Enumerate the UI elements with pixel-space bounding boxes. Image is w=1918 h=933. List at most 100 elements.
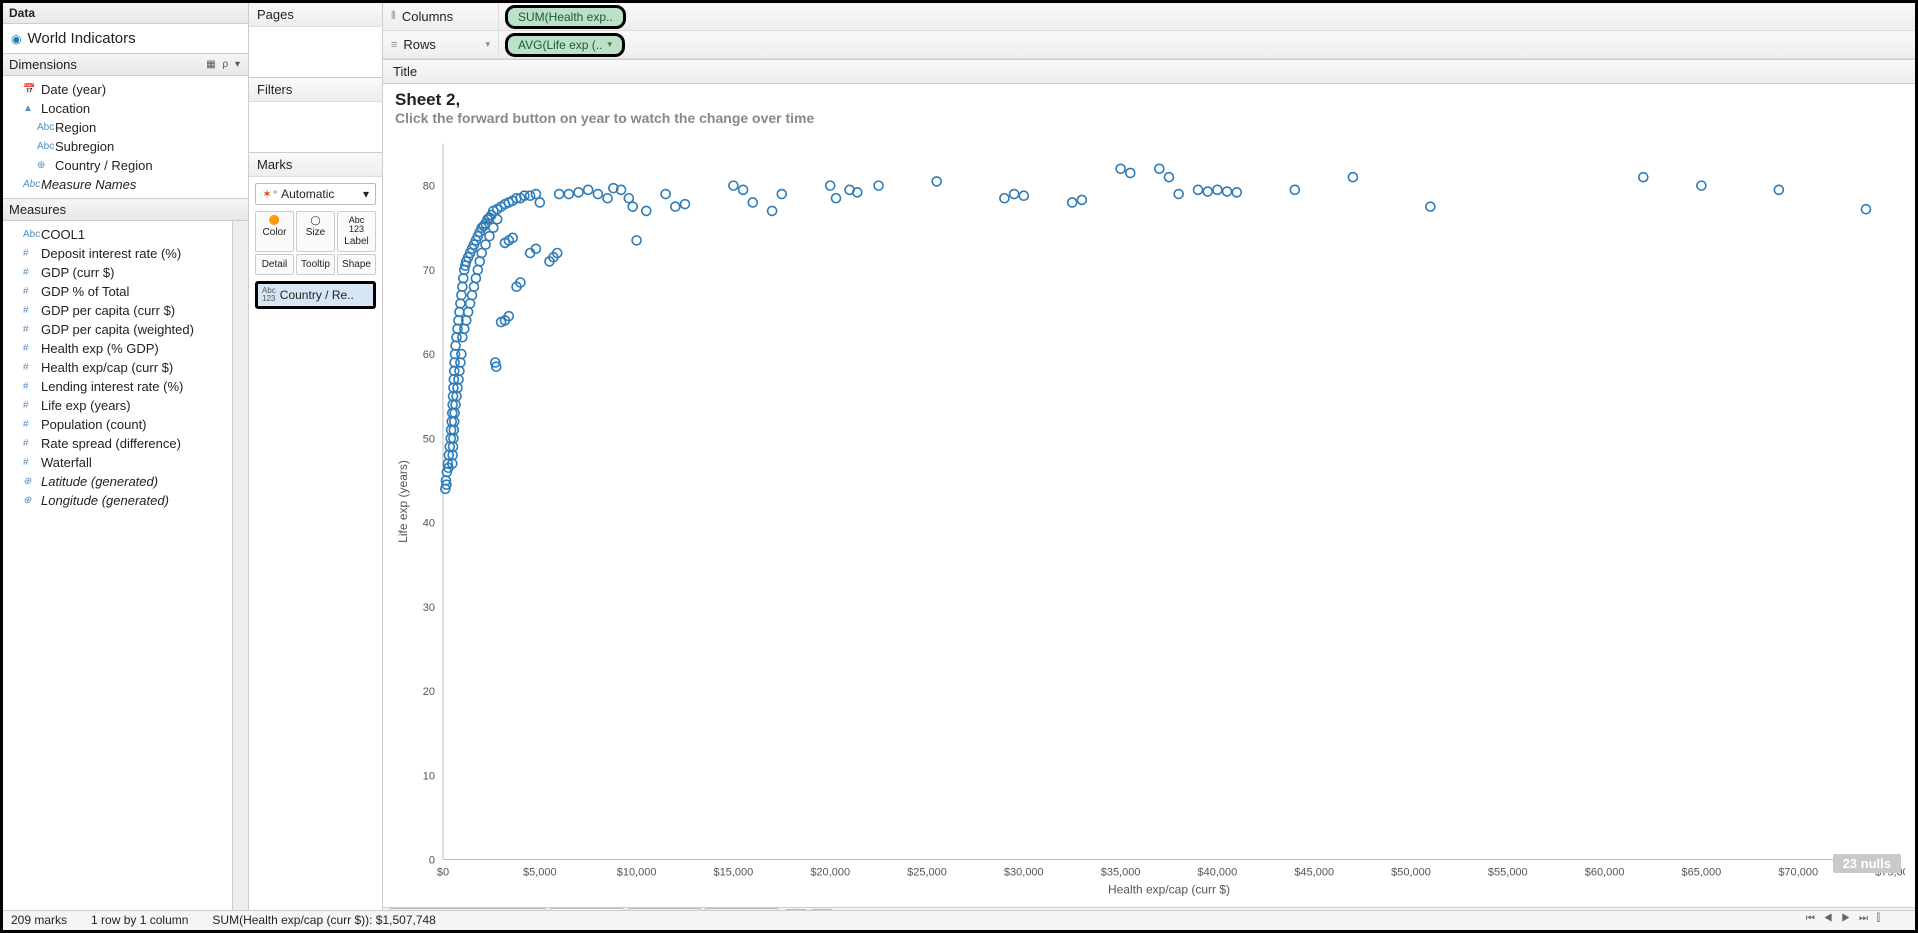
field-type-icon: # bbox=[23, 343, 41, 354]
field-type-icon: # bbox=[23, 362, 41, 373]
status-bar: 209 marks 1 row by 1 column SUM(Health e… bbox=[3, 910, 1915, 930]
field-label: COOL1 bbox=[41, 227, 85, 242]
rows-shelf-content[interactable]: AVG(Life exp (.. ▾ bbox=[499, 33, 1915, 57]
nulls-badge[interactable]: 23 nulls bbox=[1833, 854, 1901, 873]
field-label: Rate spread (difference) bbox=[41, 436, 181, 451]
datasource-row[interactable]: ◉ World Indicators bbox=[3, 24, 248, 53]
field-type-icon: ⊕ bbox=[23, 495, 41, 506]
marks-button-label: Detail bbox=[262, 259, 288, 270]
measures-header: Measures bbox=[3, 198, 248, 221]
field-label: Country / Region bbox=[55, 158, 153, 173]
measure-field[interactable]: #Population (count) bbox=[3, 415, 248, 434]
field-type-icon: # bbox=[23, 248, 41, 259]
field-label: Deposit interest rate (%) bbox=[41, 246, 181, 261]
view-column: ⦀ Columns SUM(Health exp.. ≡ Rows ▾ bbox=[383, 3, 1915, 930]
cards-column: Pages Filters Marks ✶⁺ Automatic ▾ 🟠Colo… bbox=[249, 3, 383, 930]
marks-size-button[interactable]: ◯Size bbox=[296, 211, 335, 252]
field-label: Health exp/cap (curr $) bbox=[41, 360, 173, 375]
chevron-down-icon: ▾ bbox=[363, 187, 369, 201]
svg-text:$15,000: $15,000 bbox=[714, 867, 754, 879]
field-label: Life exp (years) bbox=[41, 398, 131, 413]
columns-label-text: Columns bbox=[402, 9, 453, 24]
filters-card-body[interactable] bbox=[249, 102, 382, 152]
dimensions-tools[interactable]: ▦ ρ ▾ bbox=[206, 59, 242, 70]
measure-field[interactable]: #Waterfall bbox=[3, 453, 248, 472]
field-label: Lending interest rate (%) bbox=[41, 379, 183, 394]
dimension-field[interactable]: 📅Date (year) bbox=[3, 80, 248, 99]
marks-type-label: Automatic bbox=[281, 187, 334, 201]
status-sum: SUM(Health exp/cap (curr $)): $1,507,748 bbox=[212, 913, 435, 928]
marks-label-button[interactable]: Abc 123 Label bbox=[337, 211, 376, 252]
field-type-icon: ▲ bbox=[23, 103, 41, 114]
marks-shape-button[interactable]: Shape bbox=[337, 254, 376, 275]
filters-card-title: Filters bbox=[249, 78, 382, 102]
measure-field[interactable]: ⊕Longitude (generated) bbox=[3, 491, 248, 510]
field-label: Waterfall bbox=[41, 455, 92, 470]
svg-text:$55,000: $55,000 bbox=[1488, 867, 1528, 879]
field-label: Region bbox=[55, 120, 96, 135]
measure-field[interactable]: #GDP % of Total bbox=[3, 282, 248, 301]
svg-text:10: 10 bbox=[423, 770, 435, 782]
columns-icon: ⦀ bbox=[391, 10, 396, 23]
chevron-down-icon[interactable]: ▾ bbox=[485, 39, 490, 50]
dimension-field[interactable]: ⊕Country / Region bbox=[3, 156, 248, 175]
measure-field[interactable]: #GDP per capita (curr $) bbox=[3, 301, 248, 320]
svg-text:$35,000: $35,000 bbox=[1101, 867, 1141, 879]
field-type-icon: # bbox=[23, 305, 41, 316]
status-nav-buttons[interactable]: ⏮ ◀ ▶ ⏭ ⫿ bbox=[1806, 913, 1883, 928]
dimension-field[interactable]: AbcRegion bbox=[3, 118, 248, 137]
marks-color-button[interactable]: 🟠Color bbox=[255, 211, 294, 252]
rows-pill-label: AVG(Life exp (.. bbox=[518, 38, 602, 52]
columns-pill[interactable]: SUM(Health exp.. bbox=[505, 5, 626, 29]
columns-shelf[interactable]: ⦀ Columns SUM(Health exp.. bbox=[383, 3, 1915, 31]
marks-tooltip-button[interactable]: Tooltip bbox=[296, 254, 335, 275]
marks-button-label: Tooltip bbox=[301, 259, 330, 270]
marks-button-label: Label bbox=[344, 236, 368, 247]
measure-field[interactable]: #Deposit interest rate (%) bbox=[3, 244, 248, 263]
rows-shelf[interactable]: ≡ Rows ▾ AVG(Life exp (.. ▾ bbox=[383, 31, 1915, 59]
label-icon: Abc 123 bbox=[340, 216, 373, 234]
measures-scroll[interactable]: AbcCOOL1#Deposit interest rate (%)#GDP (… bbox=[3, 221, 248, 930]
measure-field[interactable]: #Rate spread (difference) bbox=[3, 434, 248, 453]
scatter-chart[interactable]: 10203040506070800$0$5,000$10,000$15,000$… bbox=[393, 132, 1905, 901]
marks-detail-button[interactable]: Detail bbox=[255, 254, 294, 275]
measure-field[interactable]: #Health exp/cap (curr $) bbox=[3, 358, 248, 377]
measure-field[interactable]: #GDP (curr $) bbox=[3, 263, 248, 282]
svg-text:$0: $0 bbox=[437, 867, 449, 879]
field-label: Latitude (generated) bbox=[41, 474, 158, 489]
sheet-title[interactable]: Sheet 2, Click the forward button on yea… bbox=[383, 84, 1915, 132]
filters-card: Filters bbox=[249, 78, 382, 153]
svg-text:$65,000: $65,000 bbox=[1682, 867, 1722, 879]
svg-text:30: 30 bbox=[423, 602, 435, 614]
measure-field[interactable]: #Lending interest rate (%) bbox=[3, 377, 248, 396]
marks-card: Marks ✶⁺ Automatic ▾ 🟠Color◯SizeAbc 123L… bbox=[249, 153, 382, 930]
columns-pill-label: SUM(Health exp.. bbox=[518, 10, 613, 24]
measure-field[interactable]: #Life exp (years) bbox=[3, 396, 248, 415]
pages-card-body[interactable] bbox=[249, 27, 382, 77]
svg-text:$45,000: $45,000 bbox=[1294, 867, 1334, 879]
dimensions-header: Dimensions ▦ ρ ▾ bbox=[3, 53, 248, 76]
dimension-field[interactable]: ▲Location bbox=[3, 99, 248, 118]
dimension-field[interactable]: AbcMeasure Names bbox=[3, 175, 248, 194]
field-label: Population (count) bbox=[41, 417, 147, 432]
svg-text:$20,000: $20,000 bbox=[810, 867, 850, 879]
measure-field[interactable]: ⊕Latitude (generated) bbox=[3, 472, 248, 491]
measure-field[interactable]: #Health exp (% GDP) bbox=[3, 339, 248, 358]
field-label: GDP % of Total bbox=[41, 284, 129, 299]
marks-type-dropdown[interactable]: ✶⁺ Automatic ▾ bbox=[255, 183, 376, 205]
measure-field[interactable]: #GDP per capita (weighted) bbox=[3, 320, 248, 339]
chart-area[interactable]: 10203040506070800$0$5,000$10,000$15,000$… bbox=[393, 132, 1905, 901]
dimension-field[interactable]: AbcSubregion bbox=[3, 137, 248, 156]
measure-field[interactable]: AbcCOOL1 bbox=[3, 225, 248, 244]
rows-label-text: Rows bbox=[403, 37, 436, 52]
sheet-title-main: Sheet 2, bbox=[395, 90, 1903, 110]
scrollbar[interactable] bbox=[232, 221, 248, 930]
marks-detail-pill[interactable]: Abc 123 Country / Re.. bbox=[255, 281, 376, 309]
data-panel-header: Data bbox=[3, 3, 248, 24]
svg-text:80: 80 bbox=[423, 181, 435, 193]
rows-pill[interactable]: AVG(Life exp (.. ▾ bbox=[505, 33, 625, 57]
field-label: Date (year) bbox=[41, 82, 106, 97]
chevron-down-icon[interactable]: ▾ bbox=[607, 39, 612, 50]
field-type-icon: Abc bbox=[37, 122, 55, 133]
columns-shelf-content[interactable]: SUM(Health exp.. bbox=[499, 5, 1915, 29]
